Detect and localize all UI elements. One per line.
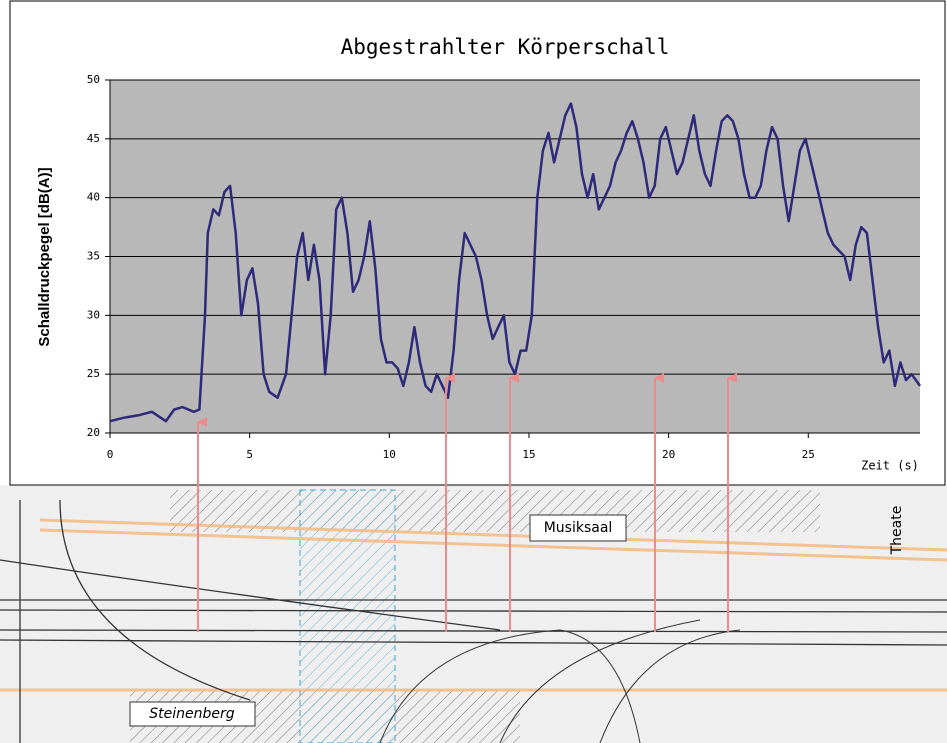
y-axis-label: Schalldruckpegel [dB(A)] [36, 167, 53, 346]
x-tick-label: 15 [522, 448, 535, 461]
label-box [529, 514, 627, 542]
y-tick-label: 30 [87, 308, 100, 321]
x-tick-label: 10 [383, 448, 396, 461]
building [170, 490, 820, 532]
map-label: Musiksaal [544, 520, 613, 536]
track [0, 499, 947, 743]
map-label: Steinenberg [149, 706, 234, 722]
label-box [129, 701, 256, 727]
chart-title: Abgestrahlter Körperschall [341, 35, 670, 59]
map: Musiksaal Theate Steinenberg [0, 485, 947, 743]
track [379, 619, 741, 743]
y-tick-label: 45 [87, 132, 100, 145]
y-tick-label: 50 [87, 73, 100, 86]
map-label: Theate [889, 506, 905, 556]
data-line [109, 102, 922, 423]
y-tick-label: 35 [87, 250, 100, 263]
y-tick-label: 25 [87, 367, 100, 380]
arrows [197, 373, 737, 632]
x-tick-label: 5 [246, 448, 253, 461]
x-axis-label: Zeit (s) [861, 459, 919, 473]
x-tick-label: 25 [802, 448, 815, 461]
y-tick-label: 40 [87, 191, 100, 204]
x-tick-label: 20 [662, 448, 675, 461]
path [0, 518, 947, 692]
y-tick-label: 20 [87, 426, 100, 439]
x-tick-label: 0 [107, 448, 114, 461]
